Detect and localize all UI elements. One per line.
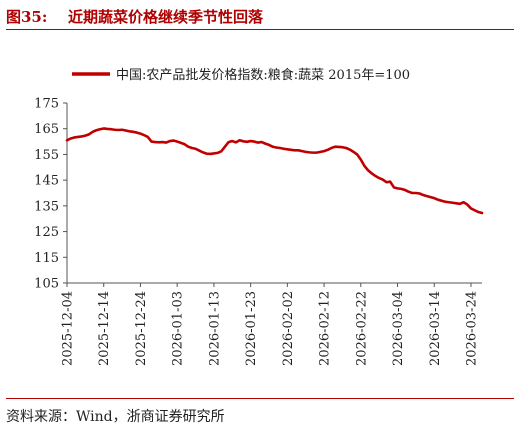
x-tick-label: 2026-02-22 xyxy=(354,291,369,366)
y-tick-label: 125 xyxy=(34,225,59,240)
x-tick-label: 2026-03-24 xyxy=(464,291,479,366)
y-tick-label: 145 xyxy=(34,174,59,189)
figure-label: 图35: xyxy=(6,8,48,26)
line-chart: 中国:农产品批发价格指数:粮食:蔬菜 2015年=100 105 115 125 13… xyxy=(34,67,484,366)
y-axis-ticks: 105 115 125 135 145 155 165 175 xyxy=(34,97,67,292)
x-tick-label: 2026-01-13 xyxy=(207,291,222,366)
x-axis-ticks: 2025-12-04 2025-12-14 2025-12-24 2026-01-03… xyxy=(61,283,479,366)
y-tick-label: 105 xyxy=(34,277,59,292)
legend-label: 中国:农产品批发价格指数:粮食:蔬菜 2015年=100 xyxy=(116,67,410,83)
x-tick-label: 2026-02-02 xyxy=(281,291,296,366)
y-tick-label: 135 xyxy=(34,199,59,214)
figure-header: 图35: 近期蔬菜价格继续季节性回落 xyxy=(6,4,514,28)
y-tick-label: 165 xyxy=(34,122,59,137)
y-tick-label: 155 xyxy=(34,148,59,163)
x-tick-label: 2025-12-04 xyxy=(61,291,76,366)
x-tick-label: 2026-03-14 xyxy=(428,291,443,366)
y-tick-label: 115 xyxy=(34,251,59,266)
x-tick-label: 2026-01-03 xyxy=(171,291,186,366)
x-tick-label: 2026-03-04 xyxy=(391,291,406,366)
top-rule xyxy=(6,29,514,30)
x-tick-label: 2026-01-23 xyxy=(244,291,259,366)
bottom-rule xyxy=(6,398,514,399)
series-line xyxy=(65,127,484,215)
axes xyxy=(66,103,482,284)
x-tick-label: 2025-12-24 xyxy=(134,291,149,366)
source-note: 资料来源：Wind，浙商证券研究所 xyxy=(6,409,225,425)
x-tick-label: 2026-02-12 xyxy=(318,291,333,366)
x-tick-label: 2025-12-14 xyxy=(97,291,112,366)
legend: 中国:农产品批发价格指数:粮食:蔬菜 2015年=100 xyxy=(72,67,410,83)
y-tick-label: 175 xyxy=(34,97,59,112)
figure-title: 近期蔬菜价格继续季节性回落 xyxy=(68,8,264,26)
